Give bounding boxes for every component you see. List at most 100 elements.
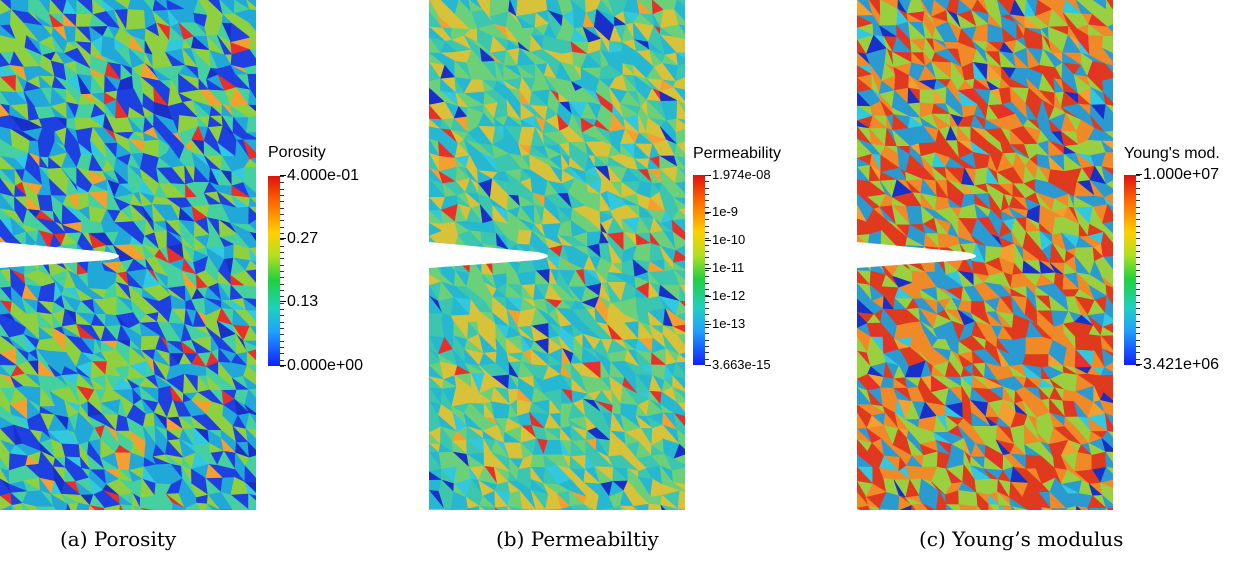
mesh-cell	[11, 504, 16, 510]
mesh-cell	[1041, 506, 1045, 510]
mesh-cell	[522, 508, 525, 510]
mesh-cell	[21, 502, 38, 510]
permeability-colorbar: Permeability 1.974e-08 1e-9 1e-10 1e-11 …	[693, 145, 803, 375]
mesh-cell	[429, 508, 431, 510]
porosity-colorbar-tick: 0.27	[280, 231, 318, 247]
mesh-cell	[119, 504, 134, 510]
mesh-cell	[35, 506, 54, 510]
caption-youngs-modulus: (c) Young’s modulus	[919, 527, 1124, 551]
permeability-colorbar-tick: 1e-10	[705, 232, 745, 248]
mesh-cell	[945, 503, 954, 510]
mesh-cell	[494, 507, 499, 510]
mesh-cell	[619, 505, 635, 510]
colorbar-minor-tick	[705, 200, 709, 202]
mesh-cell	[977, 506, 981, 510]
colorbar-minor-tick	[280, 195, 284, 196]
colorbar-minor-tick	[1136, 206, 1140, 208]
youngs-modulus-colorbar-gradient	[1124, 175, 1136, 365]
colorbar-minor-tick	[705, 244, 709, 246]
mesh-cell	[988, 503, 994, 510]
colorbar-minor-tick	[1136, 301, 1140, 303]
colorbar-minor-tick	[1136, 320, 1140, 322]
colorbar-minor-tick	[705, 251, 709, 252]
mesh-cell	[21, 502, 30, 510]
colorbar-minor-tick	[280, 277, 284, 279]
mesh-cell	[612, 507, 616, 510]
mesh-cell	[521, 508, 535, 510]
mesh-cell	[911, 502, 923, 510]
mesh-cell	[450, 508, 469, 510]
colorbar-minor-tick	[280, 302, 284, 304]
colorbar-minor-tick	[280, 271, 284, 272]
mesh-cell	[921, 502, 937, 510]
colorbar-minor-tick	[280, 264, 284, 266]
colorbar-minor-tick	[1136, 276, 1140, 278]
colorbar-minor-tick	[1136, 181, 1140, 183]
notch-cutout	[429, 242, 548, 268]
mesh-cell	[560, 508, 563, 510]
colorbar-minor-tick	[705, 238, 709, 240]
permeability-mesh-image	[429, 0, 685, 510]
mesh-cell	[1075, 505, 1089, 510]
mesh-cell	[660, 504, 666, 510]
mesh-cell	[569, 505, 574, 510]
colorbar-minor-tick	[705, 206, 709, 208]
colorbar-minor-tick	[705, 327, 709, 328]
colorbar-minor-tick	[280, 258, 284, 260]
mesh-cell	[1105, 507, 1109, 510]
colorbar-minor-tick	[280, 315, 284, 317]
colorbar-minor-tick	[280, 239, 284, 241]
colorbar-minor-tick	[705, 213, 709, 214]
colorbar-minor-tick	[1136, 346, 1140, 347]
mesh-cell	[1050, 508, 1053, 510]
mesh-cell	[247, 505, 256, 510]
colorbar-minor-tick	[1136, 194, 1140, 195]
colorbar-minor-tick	[280, 182, 284, 184]
mesh-cell	[1076, 505, 1082, 510]
colorbar-minor-tick	[705, 314, 709, 316]
colorbar-minor-tick	[280, 290, 284, 291]
colorbar-minor-tick	[705, 365, 709, 366]
mesh-cell	[998, 504, 1013, 510]
colorbar-minor-tick	[1136, 314, 1140, 316]
porosity-field-plot	[0, 0, 256, 510]
mesh-cell	[104, 507, 108, 510]
colorbar-minor-tick	[280, 334, 284, 336]
mesh-cell	[583, 504, 596, 510]
mesh-cell	[467, 505, 480, 510]
colorbar-minor-tick	[1136, 333, 1140, 335]
youngs-modulus-field-plot	[857, 0, 1113, 510]
mesh-cell	[52, 503, 69, 510]
mesh-cell	[911, 504, 916, 510]
colorbar-minor-tick	[705, 175, 709, 176]
colorbar-minor-tick	[280, 176, 284, 177]
mesh-cell	[67, 502, 79, 510]
mesh-cell	[1026, 507, 1043, 510]
youngs-modulus-colorbar-min-label: 3.421e+06	[1136, 357, 1219, 373]
colorbar-minor-tick	[1136, 200, 1140, 202]
colorbar-minor-tick	[280, 207, 284, 209]
mesh-cell	[36, 506, 41, 510]
colorbar-minor-tick	[705, 295, 709, 297]
mesh-cell	[1041, 507, 1052, 510]
notch-cutout	[857, 242, 976, 268]
mesh-cell	[206, 503, 221, 510]
colorbar-minor-tick	[705, 308, 709, 309]
mesh-cell	[613, 505, 622, 510]
youngs-modulus-colorbar: Young's mod. 1.000e+07 3.421e+06	[1124, 145, 1252, 375]
mesh-cell	[632, 505, 638, 510]
permeability-colorbar-min-label: 3.663e-15	[705, 357, 771, 373]
colorbar-minor-tick	[280, 252, 284, 253]
colorbar-minor-tick	[1136, 187, 1140, 189]
mesh-cell	[1065, 505, 1077, 510]
permeability-colorbar-max-label: 1.974e-08	[705, 167, 771, 183]
colorbar-minor-tick	[705, 333, 709, 335]
mesh-cell	[597, 507, 615, 510]
colorbar-minor-tick	[280, 188, 284, 190]
mesh-cell	[11, 502, 23, 510]
mesh-cell	[677, 508, 680, 510]
mesh-cell	[103, 504, 121, 510]
mesh-cell	[878, 508, 895, 510]
mesh-cell	[52, 506, 57, 510]
colorbar-minor-tick	[280, 233, 284, 234]
